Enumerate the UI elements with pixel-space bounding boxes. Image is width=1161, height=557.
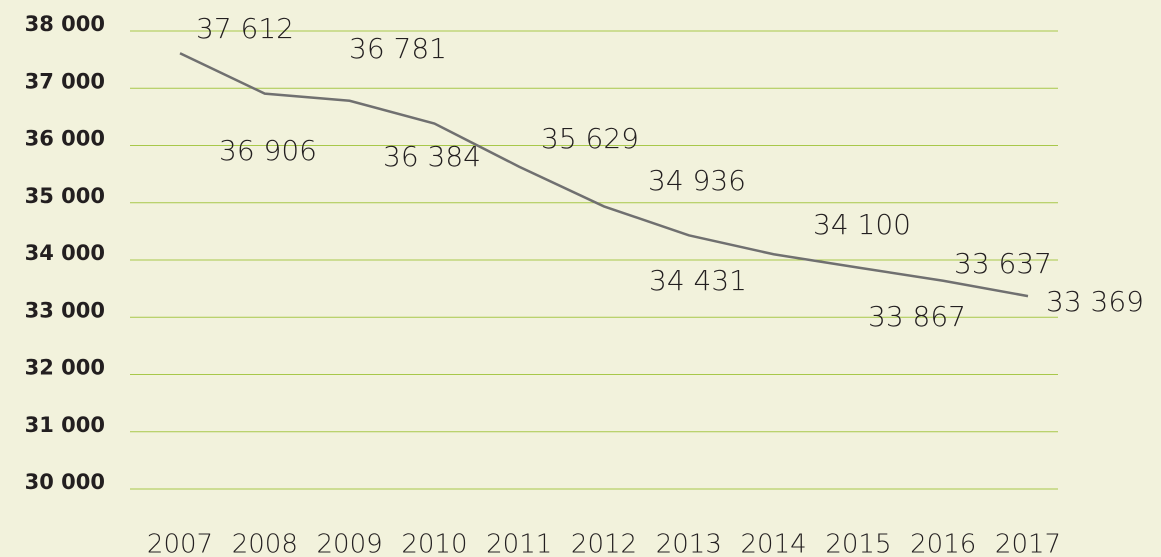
data-label: 34 936 (648, 164, 746, 197)
x-tick-label: 2016 (910, 530, 976, 557)
x-tick-label: 2011 (486, 530, 552, 557)
data-label: 36 384 (383, 140, 481, 173)
x-tick-label: 2010 (401, 530, 467, 557)
y-tick-label: 35 000 (25, 184, 105, 208)
data-label: 35 629 (541, 122, 639, 155)
data-label: 34 431 (649, 264, 747, 297)
y-tick-label: 30 000 (25, 470, 105, 494)
x-tick-label: 2009 (317, 530, 383, 557)
y-tick-label: 32 000 (25, 356, 105, 380)
x-tick-label: 2007 (147, 530, 213, 557)
data-label: 33 867 (868, 300, 966, 333)
x-tick-label: 2017 (995, 530, 1061, 557)
x-tick-label: 2008 (232, 530, 298, 557)
x-tick-label: 2013 (656, 530, 722, 557)
data-label: 37 612 (196, 12, 294, 45)
x-tick-label: 2012 (571, 530, 637, 557)
data-label: 33 637 (954, 247, 1052, 280)
data-label: 36 906 (219, 134, 317, 167)
y-tick-label: 38 000 (25, 12, 105, 36)
data-label: 33 369 (1046, 285, 1144, 318)
data-line (179, 52, 1029, 298)
y-tick-label: 34 000 (25, 241, 105, 265)
y-tick-label: 33 000 (25, 298, 105, 322)
x-tick-label: 2014 (741, 530, 807, 557)
y-tick-label: 36 000 (25, 127, 105, 151)
y-tick-label: 37 000 (25, 69, 105, 93)
data-label: 36 781 (349, 32, 447, 65)
data-label: 34 100 (813, 208, 911, 241)
y-tick-label: 31 000 (25, 413, 105, 437)
x-tick-label: 2015 (825, 530, 891, 557)
